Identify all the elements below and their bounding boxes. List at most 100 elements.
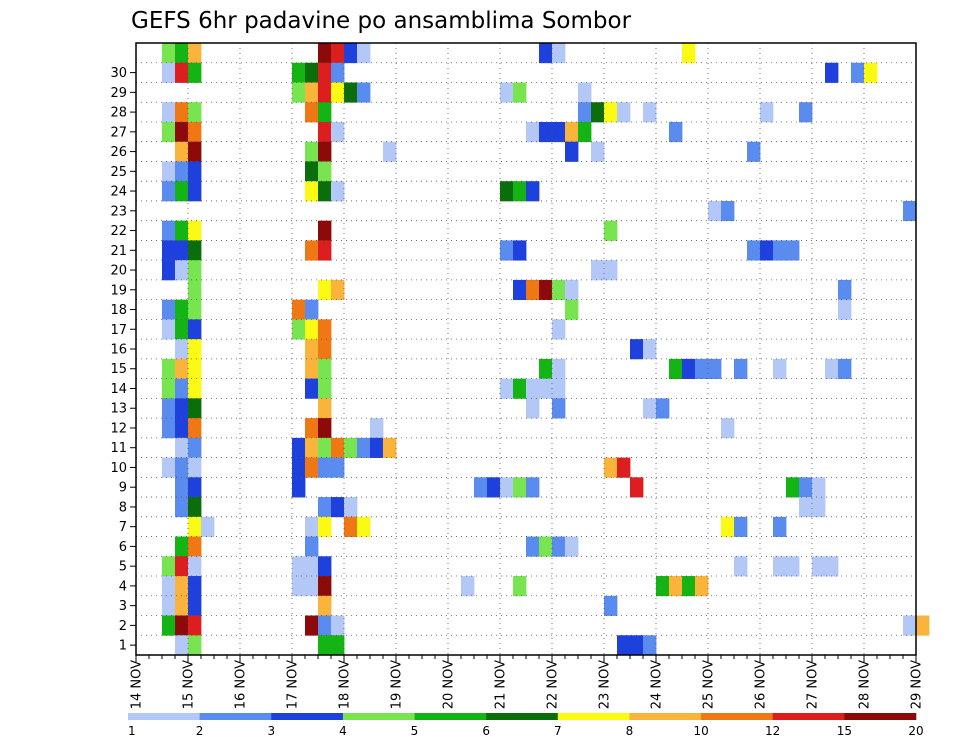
heatmap-cell <box>162 62 176 83</box>
heatmap-cell <box>318 121 332 143</box>
heatmap-cell <box>318 358 332 380</box>
colorbar-label: 2 <box>196 724 204 738</box>
grid-lines <box>136 43 916 655</box>
heatmap-cell <box>188 102 202 123</box>
heatmap-cell <box>331 457 345 478</box>
heatmap-cell <box>721 418 735 439</box>
colorbar-swatch <box>844 713 917 720</box>
heatmap-cell <box>825 358 839 380</box>
x-axis: 14 NOV 15 NOV 16 NOV 17 NOV 18 NOV 19 NOV 20 N… <box>130 655 925 709</box>
x-tick-label: 19 NOV <box>390 660 405 709</box>
y-tick-label: 1 <box>119 639 127 654</box>
colorbar-label: 6 <box>482 724 490 738</box>
heatmap-cell <box>539 378 553 399</box>
heatmap-cell <box>188 576 202 597</box>
heatmap-cell <box>383 141 397 162</box>
y-axis: 1234567891011121314151617181920212223242… <box>110 66 136 654</box>
heatmap-cell <box>305 378 319 399</box>
heatmap-cell <box>604 595 618 616</box>
heatmap-cell <box>188 615 202 636</box>
chart-title: GEFS 6hr padavine po ansamblima Sombor <box>131 8 632 34</box>
heatmap-cell <box>591 141 605 162</box>
heatmap-cell <box>318 43 332 64</box>
heatmap-cell <box>604 102 618 123</box>
heatmap-cell <box>370 418 384 439</box>
x-tick-label: 22 NOV <box>546 660 561 709</box>
heatmap-cell <box>188 457 202 478</box>
heatmap-cell <box>630 477 644 498</box>
heatmap-cell <box>318 497 332 518</box>
heatmap-cell <box>656 398 670 419</box>
heatmap-cell <box>188 339 202 360</box>
heatmap-cell <box>318 82 332 103</box>
heatmap-cell <box>318 576 332 597</box>
heatmap-cell <box>318 319 332 340</box>
heatmap-cell <box>578 102 592 123</box>
heatmap-cell <box>305 141 319 162</box>
heatmap-cell <box>188 635 202 656</box>
y-tick-label: 23 <box>110 204 127 219</box>
heatmap-cell <box>747 141 761 162</box>
colorbar: 1 2 3 4 5 6 7 8 10 12 15 20 <box>128 713 924 738</box>
heatmap-cell <box>162 161 176 182</box>
heatmap-cell <box>773 516 787 537</box>
heatmap-cell <box>838 299 852 320</box>
y-tick-label: 5 <box>119 560 127 575</box>
heatmap-cell <box>175 378 189 399</box>
heatmap-cell <box>318 181 332 202</box>
heatmap-cell <box>162 121 176 143</box>
heatmap-cell <box>188 595 202 616</box>
heatmap-cell <box>721 516 735 537</box>
heatmap-cell <box>747 240 761 261</box>
heatmap-cell <box>656 576 670 597</box>
heatmap-cell <box>292 82 306 103</box>
x-tick-label: 28 NOV <box>858 660 873 709</box>
y-tick-label: 6 <box>119 540 127 555</box>
heatmap-cell <box>318 398 332 419</box>
x-tick-label: 29 NOV <box>910 660 925 709</box>
heatmap-cell <box>617 457 631 478</box>
heatmap-cell <box>526 477 540 498</box>
heatmap-cell <box>305 536 319 557</box>
heatmap-cell <box>175 477 189 498</box>
heatmap-cell <box>305 181 319 202</box>
colorbar-swatch <box>342 713 415 720</box>
heatmap-cell <box>799 102 813 123</box>
heatmap-cell <box>175 161 189 182</box>
y-tick-label: 10 <box>110 461 127 476</box>
heatmap-cell <box>734 516 748 537</box>
heatmap-cell <box>162 556 176 577</box>
heatmap-cell <box>487 477 501 498</box>
heatmap-cell <box>318 595 332 616</box>
heatmap-cell <box>331 62 345 83</box>
heatmap-cell <box>188 299 202 320</box>
colorbar-label: 12 <box>765 724 780 738</box>
heatmap-cell <box>188 62 202 83</box>
heatmap-cell <box>318 240 332 261</box>
heatmap-cell <box>461 576 475 597</box>
heatmap-cell <box>513 477 527 498</box>
heatmap-cell <box>695 576 709 597</box>
heatmap-cell <box>708 358 722 380</box>
heatmap-cell <box>903 615 917 636</box>
heatmap-cell <box>617 102 631 123</box>
heatmap-cell <box>500 82 514 103</box>
y-tick-label: 21 <box>110 244 127 259</box>
heatmap-cell <box>305 319 319 340</box>
heatmap-cell <box>565 121 579 143</box>
heatmap-cell <box>812 497 826 518</box>
heatmap-cell <box>175 260 189 281</box>
heatmap-cell <box>552 279 566 301</box>
heatmap-cell <box>591 260 605 281</box>
y-tick-label: 29 <box>110 86 127 101</box>
heatmap-cell <box>162 220 176 241</box>
colorbar-swatch <box>701 713 774 720</box>
y-tick-label: 7 <box>119 520 127 535</box>
heatmap-cell <box>552 398 566 419</box>
heatmap-cell <box>604 260 618 281</box>
heatmap-cell <box>773 556 787 577</box>
colorbar-label: 1 <box>128 724 136 738</box>
heatmap-cell <box>188 260 202 281</box>
colorbar-label: 3 <box>267 724 275 738</box>
